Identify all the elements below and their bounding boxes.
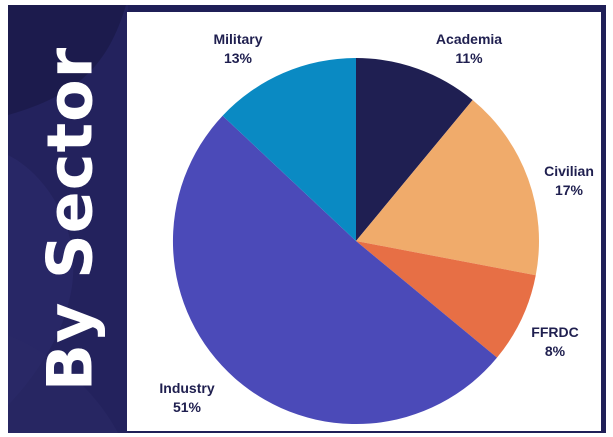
slice-value-military: 13%: [224, 50, 253, 66]
slice-label-industry: Industry: [159, 380, 214, 396]
slice-value-academia: 11%: [455, 50, 483, 66]
slice-label-military: Military: [213, 31, 262, 47]
pie-slice-military: [222, 58, 356, 241]
sidebar-title: By Sector: [33, 46, 107, 392]
pie-slice-ffrdc: [356, 241, 536, 358]
slice-value-industry: 51%: [173, 399, 202, 415]
pie-slice-industry: [172, 115, 497, 425]
pie-chart: Academia 11% Civilian 17% FFRDC 8% Industry 51%…: [159, 31, 594, 425]
chart-frame: By Sector Academia 11% Civilian 17% FFRDC 8% I…: [8, 5, 606, 433]
slice-value-civilian: 17%: [555, 182, 584, 198]
slice-label-ffrdc: FFRDC: [531, 324, 578, 340]
pie-slice-academia: [356, 58, 473, 241]
slice-value-ffrdc: 8%: [545, 343, 566, 359]
pie-slice-civilian: [356, 100, 540, 276]
sidebar-decoration: [8, 5, 128, 433]
slice-label-academia: Academia: [436, 31, 502, 47]
slice-label-civilian: Civilian: [544, 163, 594, 179]
chart-panel: Academia 11% Civilian 17% FFRDC 8% Industry 51%…: [127, 12, 601, 431]
